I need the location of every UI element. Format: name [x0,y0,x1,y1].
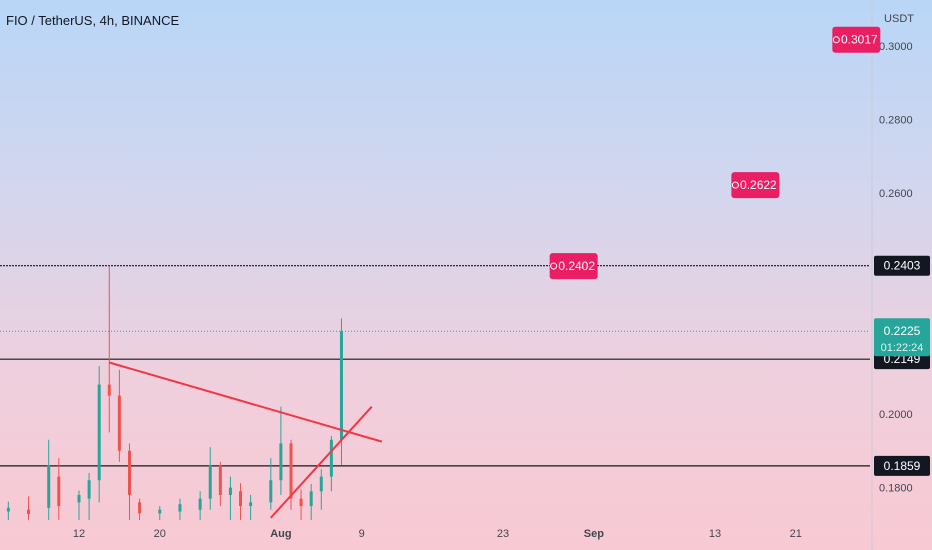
level-label: 0.1859 [884,459,921,473]
candle-body [289,443,293,499]
x-tick-label: 20 [154,528,166,540]
candle-body [117,395,121,451]
candle-body [138,502,142,514]
candle [77,490,81,520]
symbol-title: FIO / TetherUS, 4h, BINANCE [6,13,180,28]
trendline [270,405,373,519]
x-tick-label: 13 [709,528,721,540]
x-tick-label: 9 [359,528,365,540]
candle [239,483,243,520]
target-label: 0.2622 [740,178,777,192]
candle [208,447,212,510]
last-price-label: 0.2225 [884,324,921,338]
trendline [109,361,383,443]
candle-body [57,476,61,507]
target-label-box [832,26,881,53]
x-tick-label: Aug [270,528,291,540]
candle [178,498,182,520]
target-label-box [731,172,780,199]
candle-body [249,502,253,507]
candle [339,318,343,466]
candle [249,494,253,520]
candle [27,496,31,520]
candle [218,461,222,507]
candle-body [299,498,303,507]
candle [57,458,61,520]
candle [138,498,142,520]
candle-body [279,443,283,481]
candle-body [329,439,333,477]
y-tick-label: 0.2000 [879,409,913,421]
candle-body [208,465,212,499]
candle [299,489,303,520]
candle [269,458,273,510]
candle-body [97,384,101,481]
candle [97,366,101,503]
candle [127,443,131,520]
candle [6,501,10,520]
candle-body [319,476,323,492]
candle-body [107,384,111,396]
bar-countdown-label: 01:22:24 [881,342,924,354]
target-marker [832,36,840,44]
level-label-box [874,455,930,476]
candle-body [47,465,51,508]
candle [87,472,91,520]
candle-body [127,450,131,495]
candle-body [158,509,162,514]
candle-body [27,509,31,515]
candle [107,265,111,433]
candle-body [218,465,222,495]
candle-body [87,480,91,499]
x-tick-label: Sep [584,528,604,540]
candle [289,439,293,510]
target-label-box [549,253,598,280]
y-tick-label: 0.2800 [879,115,913,127]
candle [198,491,202,520]
candle-body [6,507,10,512]
y-tick-label: 0.3000 [879,41,913,53]
candle-body [178,504,182,512]
candle [158,506,162,520]
candle-body [309,491,313,507]
x-tick-label: 21 [790,528,802,540]
candle-body [77,494,81,503]
candle-body [339,331,343,440]
target-marker [550,262,558,270]
candle [47,439,51,520]
target-label: 0.2402 [558,259,595,273]
level-label-box [874,255,930,276]
x-tick-label: 23 [497,528,509,540]
candle [117,369,121,462]
candle [319,469,323,510]
candle-body [269,480,273,503]
candle-body [239,491,243,507]
target-marker [731,181,739,189]
level-label: 0.2403 [884,259,921,273]
target-label: 0.3017 [841,33,878,47]
price-unit: USDT [884,13,914,25]
y-tick-label: 0.2600 [879,188,913,200]
x-tick-label: 12 [73,528,85,540]
candle-body [198,498,202,510]
last-price-box [874,318,930,357]
candle [309,483,313,520]
candle [228,476,232,520]
candle-body [228,487,232,495]
y-tick-label: 0.1800 [879,483,913,495]
candle [329,436,333,492]
candle [279,406,283,495]
